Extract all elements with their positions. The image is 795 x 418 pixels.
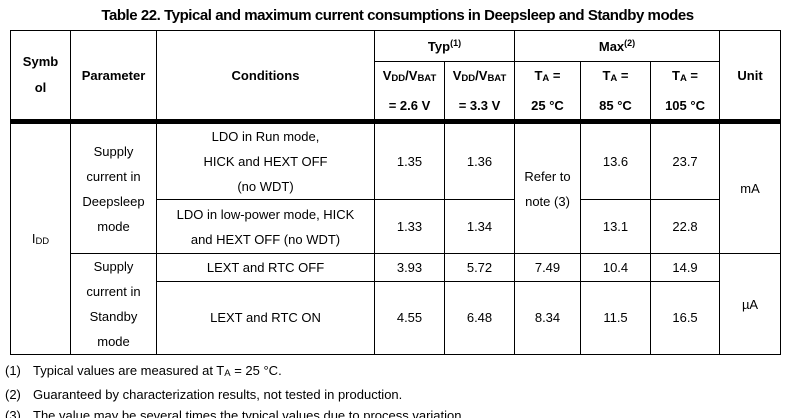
voltage-value: = 2.6 V <box>388 98 431 113</box>
footnotes: (1) Typical values are measured at TA = … <box>0 360 795 418</box>
t-label: T <box>602 68 611 83</box>
footnote-1: (1) Typical values are measured at TA = … <box>0 360 795 384</box>
table-row-standby-rtc-on: LEXT and RTC ON 4.55 6.48 8.34 11.5 16.5 <box>11 280 781 356</box>
header-symbol: Symbol <box>10 30 71 122</box>
footnote-1-number: (1) <box>5 363 21 378</box>
table-row-deepsleep-lowpower: LDO in low-power mode, HICK and HEXT OFF… <box>11 199 781 254</box>
footnote-2: (2) Guaranteed by characterization resul… <box>0 384 795 405</box>
temperature-value: 85 °C <box>599 98 632 113</box>
cell-max25-standby-on: 8.34 <box>514 280 581 356</box>
subscript-a: A <box>679 73 687 84</box>
cell-parameter-standby: Supply current in Standby mode <box>70 253 157 355</box>
typ-label: Typ <box>427 39 451 54</box>
vdd-vbat-label: VDD/VBAT <box>376 63 444 93</box>
cell-conditions-rtc-on: LEXT and RTC ON <box>156 280 375 356</box>
cell-typ26-standby-off: 3.93 <box>374 253 445 282</box>
equals-label: = <box>549 68 561 83</box>
v-label: V <box>452 68 462 83</box>
footnote-2-text: Guaranteed by characterization results, … <box>33 387 403 402</box>
equals-label: = <box>686 68 699 83</box>
subscript-a: A <box>542 73 550 84</box>
table-row-standby-rtc-off: Supply current in Standby mode LEXT and … <box>11 253 782 355</box>
ta-label: TA = <box>582 63 650 93</box>
header-typ: Typ(1) <box>374 30 515 62</box>
footnote-3-text: The value may be several times the typic… <box>33 408 466 418</box>
slash-v-label: /V <box>475 68 488 83</box>
header-ta-105: TA = 105 °C <box>649 61 721 122</box>
subscript-dd: DD <box>461 73 476 84</box>
max-label: Max <box>598 39 625 54</box>
v-label: V <box>382 68 392 83</box>
table-title: Table 22. Typical and maximum current co… <box>101 7 694 24</box>
cell-conditions-lowpower-mode: LDO in low-power mode, HICK and HEXT OFF… <box>156 199 375 254</box>
cell-symbol-idd: IDD <box>10 119 71 355</box>
t-label: T <box>671 68 680 83</box>
cell-typ33-standby-on: 6.48 <box>444 280 515 356</box>
header-conditions: Conditions <box>156 30 375 122</box>
subscript-dd: DD <box>35 236 50 247</box>
cell-max85-deepsleep-lp: 13.1 <box>580 199 651 254</box>
footnote-1-text: Typical values are measured at TA = 25 °… <box>33 363 282 379</box>
footnote-3: (3) The value may be several times the t… <box>0 405 795 418</box>
subscript-dd: DD <box>391 73 406 84</box>
header-row-sub: VDD/VBAT = 2.6 V VDD/VBAT = 3.3 V TA = 2… <box>11 61 781 122</box>
voltage-value: = 3.3 V <box>458 98 501 113</box>
cell-typ33-deepsleep-lp: 1.34 <box>444 199 515 254</box>
typ-footnote-ref: (1) <box>450 38 462 48</box>
slash-v-label: /V <box>405 68 418 83</box>
temperature-value: 105 °C <box>665 98 705 113</box>
cell-conditions-run-mode: LDO in Run mode, HICK and HEXT OFF (no W… <box>156 119 375 200</box>
cell-max105-standby-on: 16.5 <box>649 280 721 356</box>
cell-parameter-deepsleep: Supply current in Deepsleep mode <box>70 119 157 254</box>
max-footnote-ref: (2) <box>624 38 636 48</box>
cell-max85-deepsleep-run: 13.6 <box>580 119 651 200</box>
ta-label: TA = <box>652 63 719 93</box>
header-unit: Unit <box>719 30 782 122</box>
t-label: T <box>534 68 543 83</box>
vdd-vbat-label: VDD/VBAT <box>446 63 514 93</box>
cell-typ26-deepsleep-lp: 1.33 <box>374 199 445 254</box>
subscript-a: A <box>610 73 618 84</box>
cell-max25-refer-note: Refer to note (3) <box>514 119 581 254</box>
idd-base: I <box>31 231 36 246</box>
cell-max25-standby-off: 7.49 <box>514 253 581 282</box>
cell-unit-ma: mA <box>719 119 782 254</box>
header-ta-85: TA = 85 °C <box>580 61 651 122</box>
footnote-1-post: = 25 °C. <box>230 363 282 378</box>
cell-typ26-standby-on: 4.55 <box>374 280 445 356</box>
footnote-2-number: (2) <box>5 387 21 402</box>
ta-label: TA = <box>516 63 580 93</box>
subscript-bat: BAT <box>417 73 437 84</box>
header-vdd-3v3: VDD/VBAT = 3.3 V <box>444 61 515 122</box>
subscript-bat: BAT <box>487 73 507 84</box>
header-vdd-2v6: VDD/VBAT = 2.6 V <box>374 61 445 122</box>
cell-max85-standby-off: 10.4 <box>580 253 651 282</box>
footnote-3-number: (3) <box>5 408 21 418</box>
footnote-1-pre: Typical values are measured at T <box>33 363 225 378</box>
cell-typ33-standby-off: 5.72 <box>444 253 515 282</box>
current-consumption-table: Symbol Parameter Conditions Typ(1) Max(2… <box>10 30 782 356</box>
cell-typ33-deepsleep-run: 1.36 <box>444 119 515 200</box>
equals-label: = <box>617 68 629 83</box>
cell-unit-ua: µA <box>719 253 782 355</box>
cell-conditions-rtc-off: LEXT and RTC OFF <box>156 253 375 282</box>
table-row-deepsleep-run: IDD Supply current in Deepsleep mode LDO… <box>10 119 782 355</box>
temperature-value: 25 °C <box>531 98 564 113</box>
cell-typ26-deepsleep-run: 1.35 <box>374 119 445 200</box>
header-row-top: Symbol Parameter Conditions Typ(1) Max(2… <box>10 30 782 122</box>
cell-max105-deepsleep-lp: 22.8 <box>649 199 721 254</box>
header-parameter: Parameter <box>70 30 157 122</box>
cell-max85-standby-on: 11.5 <box>580 280 651 356</box>
cell-max105-deepsleep-run: 23.7 <box>649 119 721 200</box>
header-max: Max(2) <box>513 30 721 62</box>
cell-max105-standby-off: 14.9 <box>649 253 721 282</box>
subscript-a: A <box>224 368 231 379</box>
header-ta-25: TA = 25 °C <box>514 61 581 122</box>
header-symbol-label: Symbol <box>22 54 59 95</box>
